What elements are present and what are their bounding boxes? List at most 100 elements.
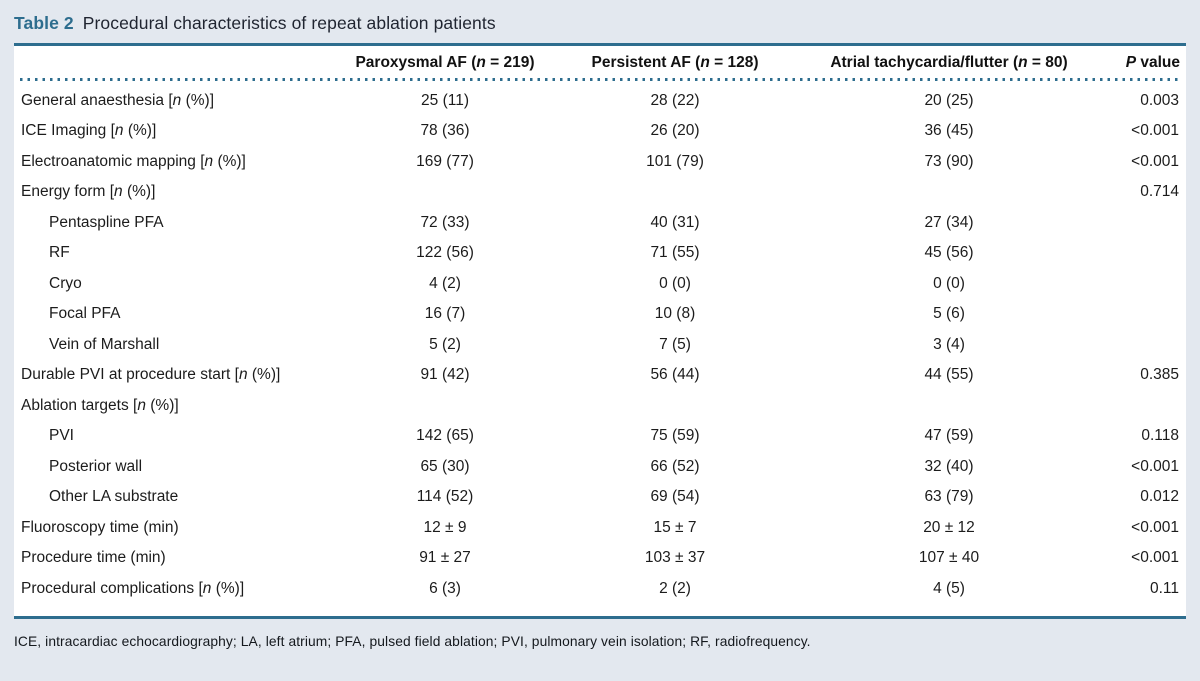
cell-value: 5 (6) — [933, 305, 965, 323]
cell-value: 6 (3) — [429, 579, 461, 597]
cell-value: 20 (25) — [924, 91, 974, 109]
cell-value — [324, 391, 566, 422]
row-label: Procedural complications [n (%)] — [21, 579, 245, 597]
table-row: Procedural complications [n (%)] 6 (3) 2 (… — [20, 574, 1180, 605]
p-value: <0.001 — [1131, 549, 1179, 567]
table-row: Pentaspline PFA 72 (33) 40 (31) 27 (34) — [20, 208, 1180, 239]
cell-value: 91 ± 27 — [419, 549, 471, 567]
p-value: 0.012 — [1140, 488, 1179, 506]
cell-value: 12 ± 9 — [423, 518, 467, 536]
table-row: Vein of Marshall 5 (2) 7 (5) 3 (4) — [20, 330, 1180, 361]
table-number: Table 2 — [14, 13, 74, 33]
cell-value: 71 (55) — [650, 244, 700, 262]
p-value: <0.001 — [1131, 122, 1179, 140]
cell-value: 65 (30) — [420, 457, 470, 475]
cell-value: 32 (40) — [924, 457, 974, 475]
header-row-label-column — [20, 48, 324, 76]
p-value: <0.001 — [1131, 152, 1179, 170]
cell-value: 27 (34) — [924, 213, 974, 231]
cell-value: 69 (54) — [650, 488, 700, 506]
header-p-value: P value — [1125, 54, 1180, 71]
cell-value: 63 (79) — [924, 488, 974, 506]
cell-value: 114 (52) — [416, 488, 474, 506]
cell-value: 3 (4) — [933, 335, 965, 353]
p-value: 0.385 — [1140, 366, 1179, 384]
row-label: ICE Imaging [n (%)] — [21, 122, 157, 140]
cell-value: 45 (56) — [924, 244, 974, 262]
cell-value: 28 (22) — [650, 91, 700, 109]
cell-value: 20 ± 12 — [923, 518, 975, 536]
row-label: Durable PVI at procedure start [n (%)] — [21, 366, 281, 384]
row-label: Cryo — [49, 274, 82, 292]
p-value: <0.001 — [1131, 457, 1179, 475]
cell-value: 169 (77) — [416, 152, 474, 170]
table-row: Energy form [n (%)] 0.714 — [20, 177, 1180, 208]
cell-value: 15 ± 7 — [653, 518, 697, 536]
cell-value: 56 (44) — [650, 366, 700, 384]
table-row: Electroanatomic mapping [n (%)] 169 (77) 1… — [20, 147, 1180, 178]
table-row: ICE Imaging [n (%)] 78 (36) 26 (20) 36 (45)… — [20, 116, 1180, 147]
table-row: PVI 142 (65) 75 (59) 47 (59) 0.118 — [20, 421, 1180, 452]
table-row: General anaesthesia [n (%)] 25 (11) 28 (22… — [20, 86, 1180, 117]
table-header: Paroxysmal AF (n = 219) Persistent AF (n… — [20, 48, 1180, 86]
cell-value: 72 (33) — [420, 213, 470, 231]
procedural-characteristics-table: Paroxysmal AF (n = 219) Persistent AF (n… — [20, 48, 1180, 604]
table-title: Table 2 Procedural characteristics of rep… — [14, 0, 1186, 43]
p-value: 0.714 — [1140, 183, 1179, 201]
p-value — [1114, 238, 1180, 269]
cell-value: 4 (5) — [933, 579, 965, 597]
p-value: 0.003 — [1140, 91, 1179, 109]
p-value — [1114, 330, 1180, 361]
p-value — [1114, 299, 1180, 330]
row-label: RF — [49, 244, 70, 262]
cell-value: 122 (56) — [416, 244, 474, 262]
p-value: 0.11 — [1149, 579, 1179, 597]
cell-value: 16 (7) — [424, 305, 466, 323]
row-label: Ablation targets [n (%)] — [21, 396, 179, 414]
cell-value — [566, 177, 784, 208]
cell-value — [324, 177, 566, 208]
row-label: Vein of Marshall — [49, 335, 160, 353]
cell-value: 10 (8) — [654, 305, 696, 323]
table-row: Posterior wall 65 (30) 66 (52) 32 (40) <0.00… — [20, 452, 1180, 483]
row-label: General anaesthesia [n (%)] — [21, 91, 214, 109]
cell-value — [784, 391, 1114, 422]
cell-value: 7 (5) — [659, 335, 691, 353]
cell-value: 5 (2) — [429, 335, 461, 353]
row-label: Other LA substrate — [49, 488, 179, 506]
cell-value: 142 (65) — [416, 427, 474, 445]
p-value: <0.001 — [1131, 518, 1179, 536]
cell-value: 4 (2) — [429, 274, 461, 292]
table-row: Cryo 4 (2) 0 (0) 0 (0) — [20, 269, 1180, 300]
table-row: Focal PFA 16 (7) 10 (8) 5 (6) — [20, 299, 1180, 330]
cell-value: 66 (52) — [650, 457, 700, 475]
table-footnote: ICE, intracardiac echocardiography; LA, … — [14, 634, 811, 649]
table-row: Ablation targets [n (%)] — [20, 391, 1180, 422]
dotted-rule — [20, 78, 1180, 81]
cell-value: 2 (2) — [659, 579, 691, 597]
cell-value: 26 (20) — [650, 122, 700, 140]
p-value — [1114, 269, 1180, 300]
cell-value: 91 (42) — [420, 366, 470, 384]
row-label: PVI — [49, 427, 74, 445]
cell-value: 73 (90) — [924, 152, 974, 170]
cell-value: 25 (11) — [421, 91, 469, 109]
header-separator — [20, 76, 1180, 86]
cell-value: 40 (31) — [650, 213, 700, 231]
cell-value: 101 (79) — [646, 152, 704, 170]
p-value: 0.118 — [1141, 427, 1179, 445]
cell-value: 0 (0) — [933, 274, 965, 292]
table-row: Procedure time (min) 91 ± 27 103 ± 37 107 ±… — [20, 543, 1180, 574]
cell-value: 75 (59) — [650, 427, 700, 445]
table-row: Durable PVI at procedure start [n (%)] 91… — [20, 360, 1180, 391]
cell-value: 107 ± 40 — [918, 549, 980, 567]
table-row: Fluoroscopy time (min) 12 ± 9 15 ± 7 20 ± 1… — [20, 513, 1180, 544]
cell-value: 78 (36) — [420, 122, 470, 140]
table-caption: Procedural characteristics of repeat abl… — [82, 13, 496, 33]
row-label: Pentaspline PFA — [49, 213, 164, 231]
table-panel: Paroxysmal AF (n = 219) Persistent AF (n… — [14, 43, 1186, 619]
header-atrial-tachycardia-flutter: Atrial tachycardia/flutter (n = 80) — [830, 54, 1068, 71]
p-value — [1114, 391, 1180, 422]
cell-value — [566, 391, 784, 422]
